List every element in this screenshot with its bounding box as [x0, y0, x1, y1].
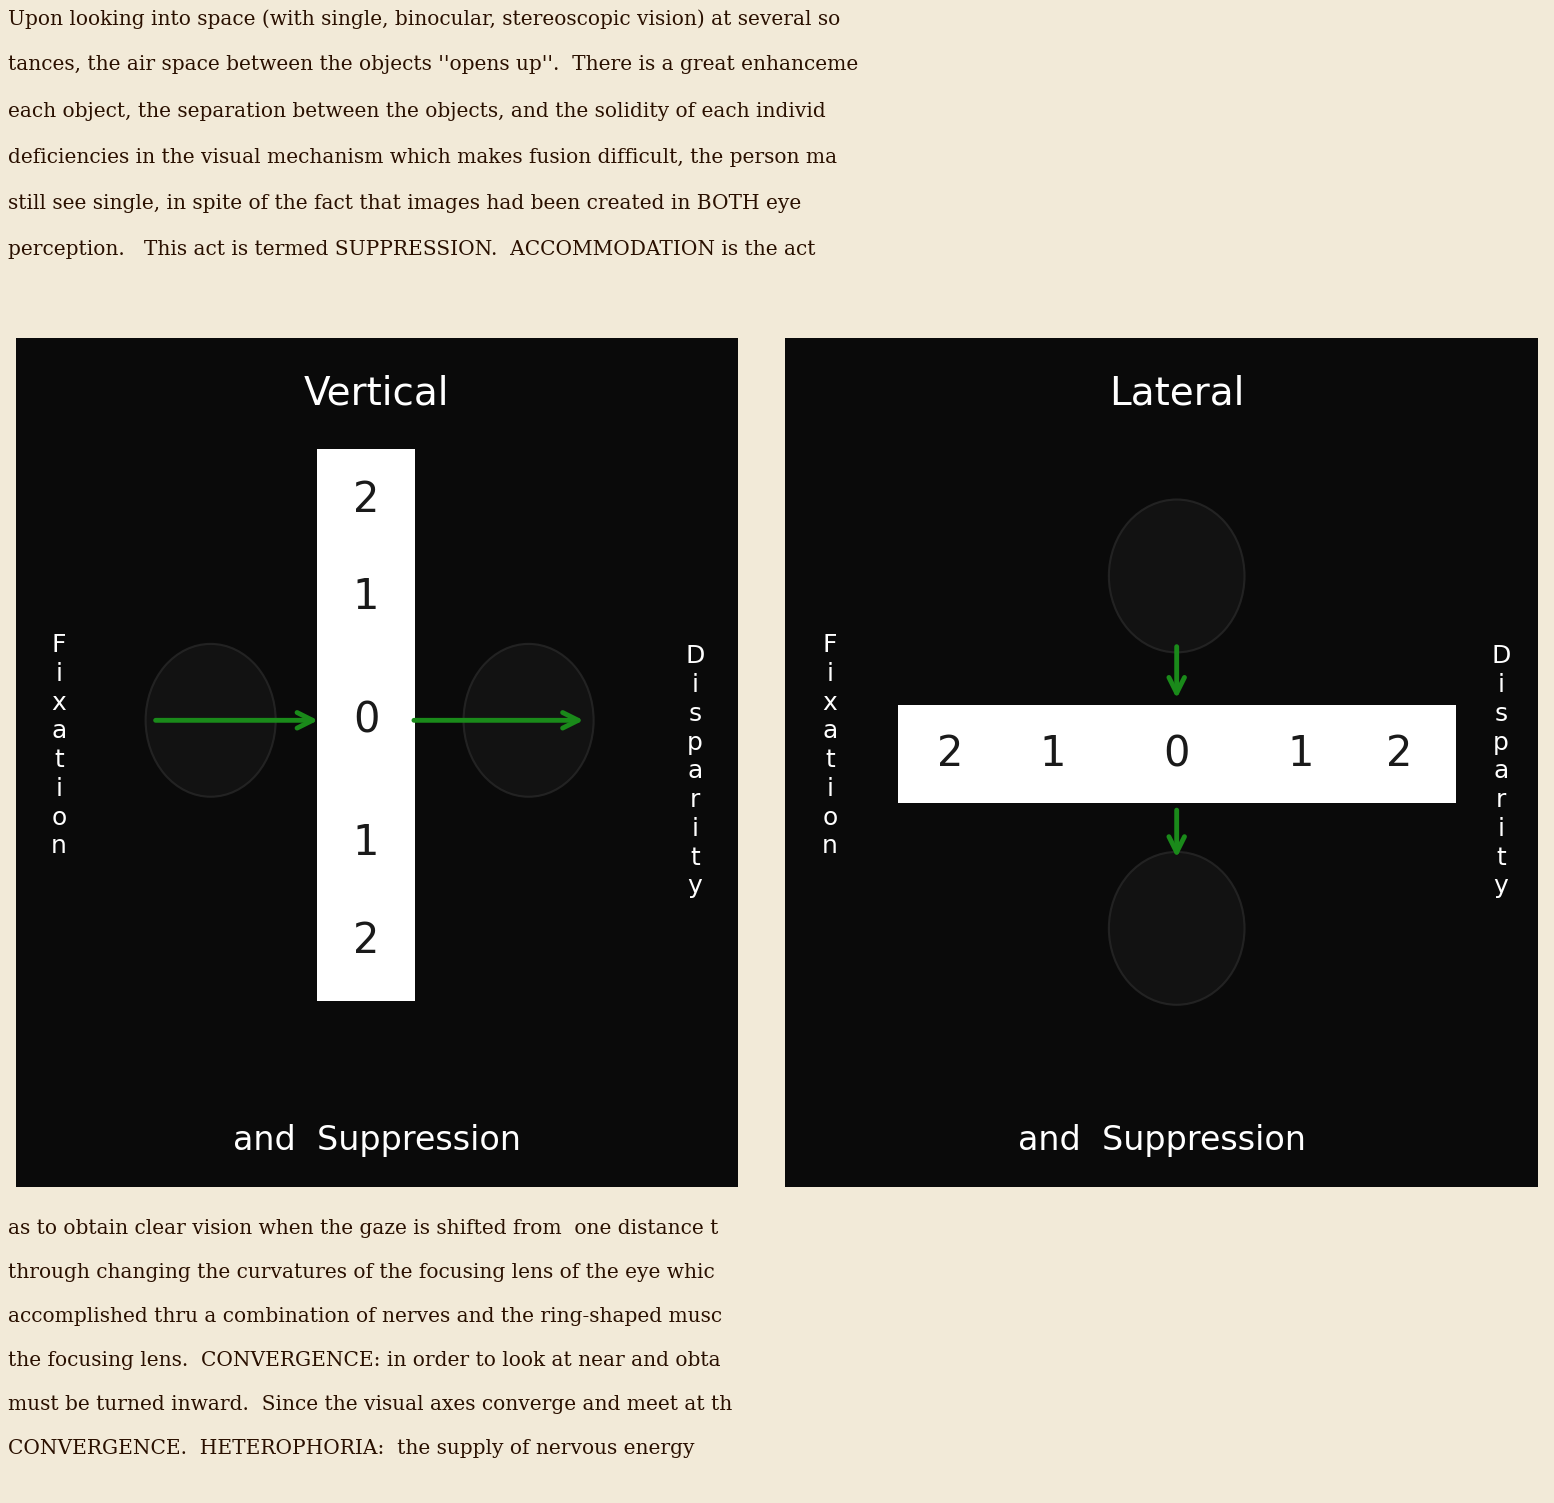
Text: 1: 1 — [1288, 733, 1315, 776]
Text: each object, the separation between the objects, and the solidity of each indivi: each object, the separation between the … — [8, 102, 825, 120]
Text: deficiencies in the visual mechanism which makes fusion difficult, the person ma: deficiencies in the visual mechanism whi… — [8, 147, 838, 167]
Text: Vertical: Vertical — [305, 374, 449, 412]
Text: the focusing lens.  CONVERGENCE: in order to look at near and obta: the focusing lens. CONVERGENCE: in order… — [8, 1351, 721, 1369]
Circle shape — [146, 643, 275, 797]
Text: D
i
s
p
a
r
i
t
y: D i s p a r i t y — [685, 645, 704, 899]
Text: 2: 2 — [353, 478, 379, 520]
Text: 1: 1 — [353, 822, 379, 864]
Circle shape — [463, 643, 594, 797]
Text: and  Suppression: and Suppression — [1018, 1124, 1305, 1157]
Text: 0: 0 — [1164, 733, 1190, 776]
Bar — [317, 448, 415, 1001]
Text: as to obtain clear vision when the gaze is shifted from  one distance t: as to obtain clear vision when the gaze … — [8, 1219, 718, 1237]
Text: 1: 1 — [1040, 733, 1066, 776]
Circle shape — [1110, 852, 1245, 1006]
Circle shape — [1110, 499, 1245, 652]
Text: 2: 2 — [937, 733, 963, 776]
Text: 2: 2 — [1386, 733, 1413, 776]
Text: still see single, in spite of the fact that images had been created in BOTH eye: still see single, in spite of the fact t… — [8, 194, 800, 213]
Text: perception.   This act is termed SUPPRESSION.  ACCOMMODATION is the act: perception. This act is termed SUPPRESSI… — [8, 240, 816, 260]
Text: tances, the air space between the objects ''opens up''.  There is a great enhanc: tances, the air space between the object… — [8, 56, 858, 75]
Text: 2: 2 — [353, 920, 379, 962]
Text: 1: 1 — [353, 576, 379, 618]
Text: F
i
x
a
t
i
o
n: F i x a t i o n — [51, 633, 67, 858]
Text: CONVERGENCE.  HETEROPHORIA:  the supply of nervous energy: CONVERGENCE. HETEROPHORIA: the supply of… — [8, 1438, 695, 1458]
Text: Upon looking into space (with single, binocular, stereoscopic vision) at several: Upon looking into space (with single, bi… — [8, 9, 841, 29]
Bar — [898, 705, 1456, 803]
Text: must be turned inward.  Since the visual axes converge and meet at th: must be turned inward. Since the visual … — [8, 1395, 732, 1413]
Text: Lateral: Lateral — [1110, 374, 1245, 412]
Text: F
i
x
a
t
i
o
n: F i x a t i o n — [822, 633, 838, 858]
Text: accomplished thru a combination of nerves and the ring-shaped musc: accomplished thru a combination of nerve… — [8, 1306, 723, 1326]
Text: through changing the curvatures of the focusing lens of the eye whic: through changing the curvatures of the f… — [8, 1263, 715, 1282]
Text: 0: 0 — [353, 699, 379, 741]
Text: and  Suppression: and Suppression — [233, 1124, 521, 1157]
Text: D
i
s
p
a
r
i
t
y: D i s p a r i t y — [1492, 645, 1510, 899]
